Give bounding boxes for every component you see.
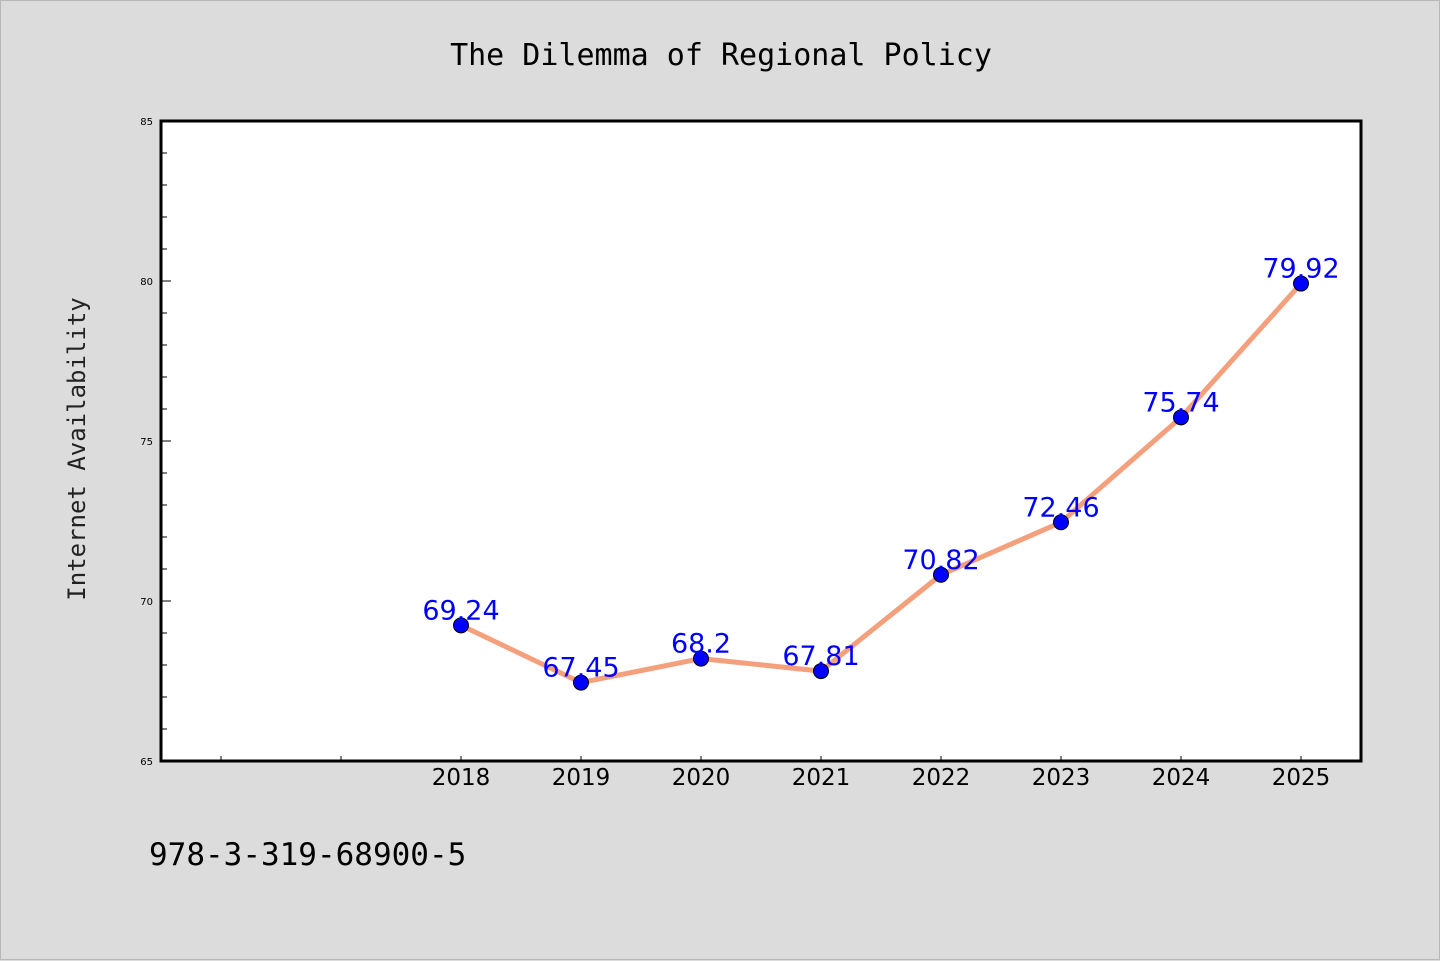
x-tick-label: 2024	[1152, 765, 1211, 791]
y-tick-label: 70	[140, 597, 153, 608]
x-tick-label: 2018	[432, 765, 491, 791]
y-tick-label: 80	[140, 277, 153, 288]
data-label: 67.81	[782, 641, 859, 672]
isbn-text: 978-3-319-68900-5	[149, 837, 466, 873]
x-axis: 2018 2019 2020 2021 2022 2023 2024 2025	[220, 756, 1331, 791]
data-label: 68.2	[671, 629, 731, 660]
x-tick-label: 2019	[552, 765, 611, 791]
chart-title: The Dilemma of Regional Policy	[450, 38, 992, 73]
y-axis: 65 70 75 80 85	[140, 117, 171, 768]
x-tick-label: 2023	[1032, 765, 1091, 791]
series-line	[453, 275, 1309, 691]
y-tick-label: 75	[140, 437, 153, 448]
data-label: 79.92	[1262, 254, 1339, 285]
x-tick-label: 2022	[912, 765, 971, 791]
data-point	[933, 566, 949, 583]
series-path	[458, 281, 1304, 686]
data-point	[453, 617, 469, 634]
data-point	[573, 674, 589, 691]
data-point	[1053, 514, 1069, 531]
plot-area	[159, 119, 1363, 763]
data-label: 69.24	[422, 595, 499, 626]
data-point	[1293, 275, 1309, 292]
x-tick-label: 2020	[672, 765, 731, 791]
data-point	[693, 650, 709, 667]
y-tick-label: 85	[140, 117, 153, 128]
data-label: 72.46	[1022, 492, 1099, 523]
y-axis-label: Internet Availability	[63, 297, 91, 600]
data-label: 70.82	[902, 545, 979, 576]
data-labels: 69.24 67.45 68.2 67.81 70.82 72.46 75.74 79.92	[422, 254, 1339, 684]
x-tick-label: 2025	[1272, 765, 1331, 791]
data-label: 67.45	[542, 653, 619, 684]
x-tick-label: 2021	[792, 765, 851, 791]
data-point	[1173, 409, 1189, 426]
data-label: 75.74	[1142, 387, 1219, 418]
y-tick-label: 65	[140, 757, 153, 768]
data-point	[813, 663, 829, 680]
